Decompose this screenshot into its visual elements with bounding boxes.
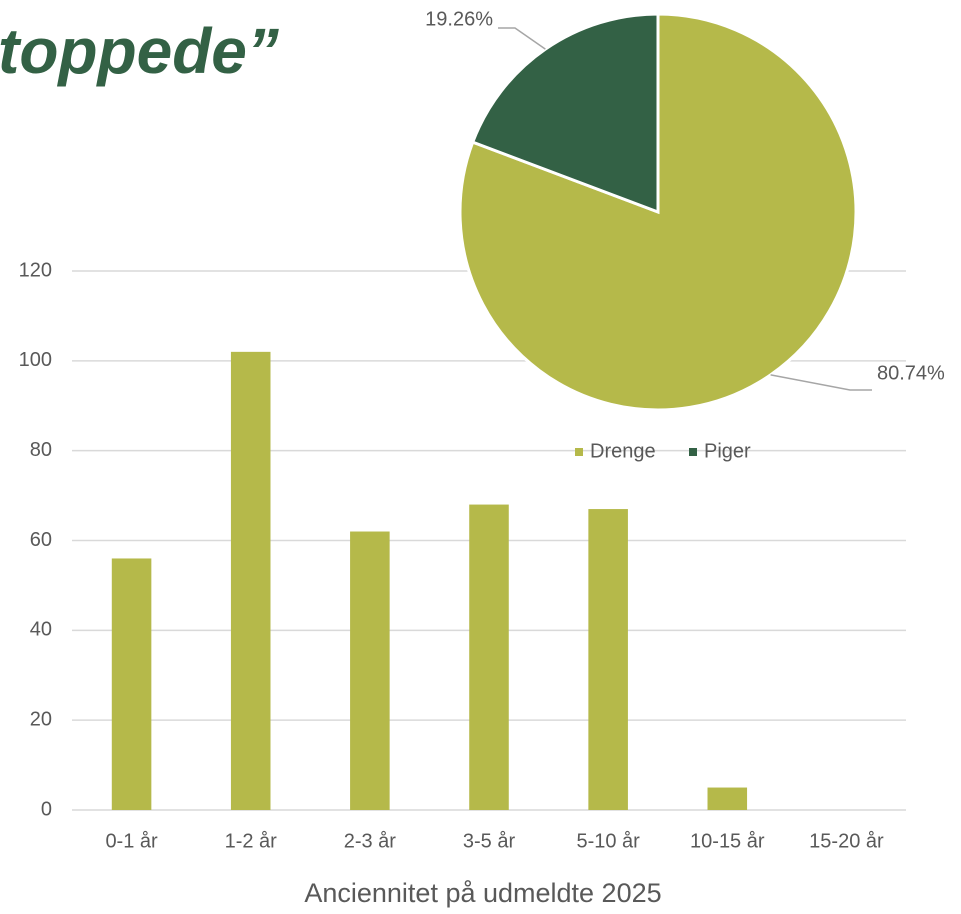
leader-line — [770, 374, 872, 391]
bar — [230, 351, 271, 810]
legend-label: Drenge — [590, 440, 656, 462]
y-tick-label: 40 — [30, 619, 52, 641]
bar — [588, 509, 628, 810]
pie-slice — [470, 12, 660, 215]
bar — [350, 531, 390, 810]
x-tick-label: 5-10 år — [576, 830, 640, 852]
bar — [111, 558, 152, 810]
bar — [469, 504, 509, 810]
y-tick-label: 80 — [30, 439, 52, 461]
pie-slice — [458, 12, 858, 412]
data-label: 19.26% — [425, 8, 493, 30]
legend-swatch — [575, 448, 583, 456]
x-tick-label: 0-1 år — [105, 830, 158, 852]
bar — [707, 787, 748, 810]
x-tick-label: 2-3 år — [344, 830, 397, 852]
y-tick-label: 0 — [41, 798, 52, 820]
y-tick-label: 120 — [19, 259, 52, 281]
y-tick-label: 20 — [30, 708, 52, 730]
x-tick-label: 10-15 år — [690, 830, 765, 852]
legend-label: Piger — [704, 440, 751, 462]
x-tick-label: 1-2 år — [225, 830, 278, 852]
legend-swatch — [689, 448, 697, 456]
data-label: 80.74% — [877, 362, 945, 384]
leader-line — [498, 27, 546, 50]
y-tick-label: 60 — [30, 529, 52, 551]
y-tick-label: 100 — [19, 349, 52, 371]
x-tick-label: 3-5 år — [463, 830, 516, 852]
x-tick-label: 15-20 år — [809, 830, 884, 852]
heading: toppede” — [0, 15, 279, 87]
x-axis-label: Anciennitet på udmeldte 2025 — [304, 878, 661, 908]
